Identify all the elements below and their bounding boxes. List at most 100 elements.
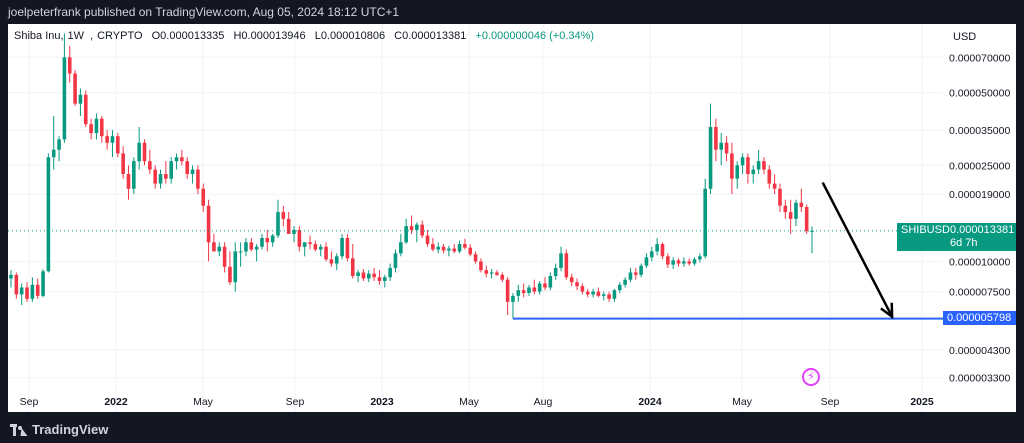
candle-body <box>756 161 761 170</box>
x-tick-label: Sep <box>20 396 39 408</box>
x-tick-label: Sep <box>821 396 840 408</box>
candle-body <box>607 294 611 299</box>
candle <box>650 246 654 262</box>
candle-body <box>41 271 45 296</box>
candle <box>99 115 104 143</box>
candle-body <box>30 284 35 299</box>
candle <box>468 244 473 257</box>
candle <box>607 291 611 302</box>
legend-symbol: Shiba Inu <box>14 30 61 42</box>
candle-body <box>265 238 270 243</box>
candle-body <box>564 253 569 278</box>
y-tick-label: 0.000003300 <box>949 373 1010 385</box>
y-tick-label: 0.000010000 <box>949 256 1010 268</box>
flash-icon[interactable]: ⚡ <box>802 368 820 386</box>
candle-body <box>185 161 190 175</box>
candle-body <box>644 257 649 266</box>
candle-body <box>666 256 670 265</box>
candle <box>121 146 125 179</box>
candle <box>51 115 56 170</box>
symbol-legend[interactable]: Shiba Inu, 1W, CRYPTO O0.000013335 H0.0000… <box>14 30 595 42</box>
candle-body <box>617 284 622 291</box>
candle-body <box>9 274 13 279</box>
candle-body <box>302 242 307 247</box>
candle <box>703 178 707 259</box>
candle <box>244 238 248 257</box>
candle-body <box>794 202 798 219</box>
candle-body <box>468 247 473 255</box>
candle-body <box>254 246 259 250</box>
candle-body <box>57 139 61 150</box>
candle-body <box>730 153 734 179</box>
down-arrow-head-icon <box>880 302 894 320</box>
candle <box>116 133 120 158</box>
candle <box>185 157 190 179</box>
candle-body <box>372 273 376 278</box>
candle <box>329 251 334 267</box>
candle <box>228 251 232 285</box>
candle <box>9 270 13 288</box>
candle-body <box>366 273 371 279</box>
candle <box>484 265 489 278</box>
candle <box>334 253 339 271</box>
candle <box>110 130 115 158</box>
candle <box>655 238 659 256</box>
candle <box>313 240 318 252</box>
candle <box>521 283 526 298</box>
candle-body <box>479 261 483 271</box>
candle-body <box>799 202 804 207</box>
candle <box>746 153 750 184</box>
legend-close: C0.000013381 <box>394 30 467 42</box>
candle-body <box>431 244 435 250</box>
candle-body <box>222 246 227 267</box>
candle <box>308 235 312 250</box>
candle <box>628 267 633 283</box>
chart-panel[interactable] <box>8 24 1016 412</box>
candle <box>580 283 585 295</box>
candle-body <box>463 244 467 248</box>
candle <box>153 165 157 189</box>
candle-body <box>201 188 206 206</box>
brand-name: TradingView <box>32 422 109 437</box>
candle <box>724 136 729 162</box>
candle-body <box>698 256 702 260</box>
candle <box>532 279 537 295</box>
candle <box>436 242 440 254</box>
candle-body <box>692 259 697 264</box>
candle <box>276 199 280 239</box>
candle <box>388 263 392 281</box>
candle <box>67 45 72 83</box>
tradingview-brand[interactable]: TradingView <box>10 422 108 437</box>
candle <box>569 273 574 287</box>
candle <box>799 188 804 213</box>
candle <box>537 280 542 295</box>
candle-body <box>196 169 200 189</box>
candle <box>794 199 798 227</box>
candle <box>366 270 371 283</box>
candle <box>345 233 350 262</box>
candle-body <box>569 277 574 283</box>
candle-body <box>164 174 168 179</box>
candle <box>356 270 360 283</box>
candle <box>511 292 515 319</box>
candle-body <box>89 124 93 134</box>
candle <box>714 118 718 162</box>
candle-body <box>233 251 238 283</box>
candle-body <box>324 246 328 260</box>
candle-body <box>377 277 382 281</box>
candle-body <box>548 276 553 288</box>
legend-high: H0.000013946 <box>233 30 306 42</box>
candle-body <box>94 118 99 134</box>
candle <box>62 33 67 143</box>
y-tick-label: 0.000050000 <box>949 88 1010 100</box>
currency-label[interactable]: USD <box>953 31 977 43</box>
candle-body <box>500 274 505 280</box>
candle-body <box>281 212 286 219</box>
time-axis: Sep 2022 May Sep 2023 May Aug 2024 May Sep 2025 <box>20 396 934 408</box>
legend-interval: 1W <box>67 30 85 42</box>
candle <box>260 233 264 250</box>
y-tick-label: 0.000019000 <box>949 189 1010 201</box>
candle <box>35 278 40 299</box>
